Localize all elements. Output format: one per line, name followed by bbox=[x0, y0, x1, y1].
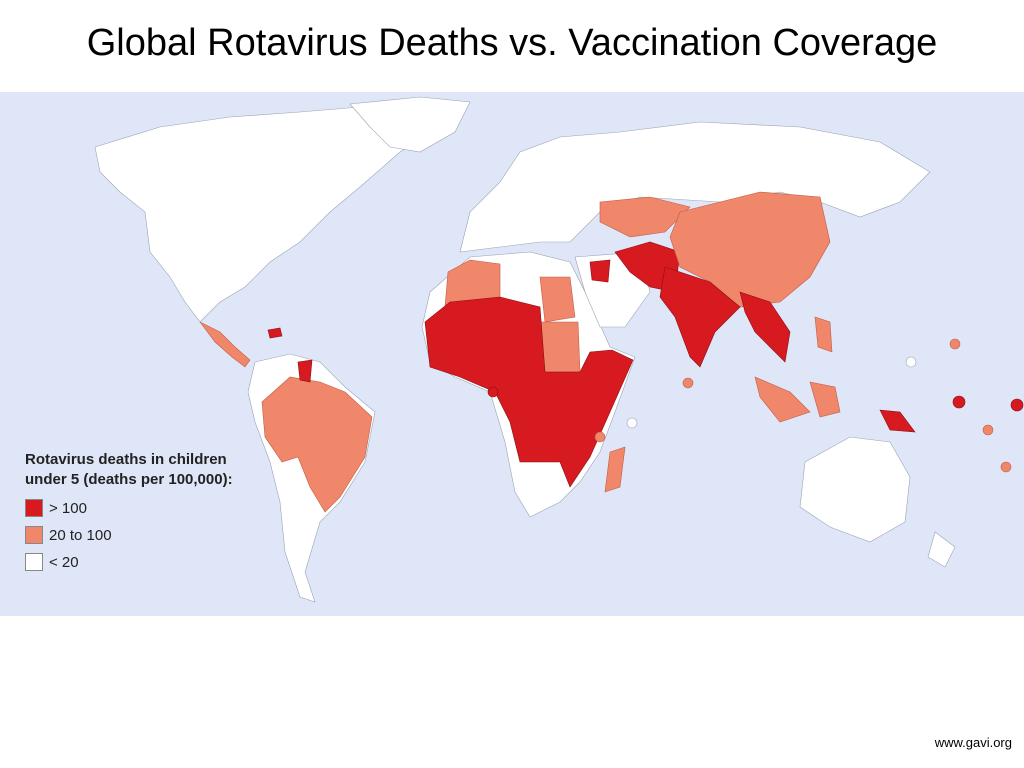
island bbox=[952, 395, 966, 409]
island bbox=[487, 386, 499, 398]
australia bbox=[799, 436, 911, 543]
map-svg bbox=[94, 96, 1024, 603]
indonesia bbox=[754, 316, 841, 423]
map-legend: Rotavirus deaths in children under 5 (de… bbox=[25, 450, 265, 571]
legend-label: < 20 bbox=[49, 553, 79, 571]
legend-swatch-low bbox=[25, 553, 43, 571]
europe-russia bbox=[459, 121, 931, 253]
southeast-asia-mainland bbox=[739, 291, 791, 363]
central-america bbox=[199, 321, 251, 368]
legend-title: Rotavirus deaths in children under 5 (de… bbox=[25, 451, 233, 488]
legend-label: > 100 bbox=[49, 499, 87, 517]
source-credit: www.gavi.org bbox=[934, 735, 1012, 750]
china bbox=[669, 191, 831, 308]
brazil-peru bbox=[261, 376, 373, 513]
legend-item-high: > 100 bbox=[25, 499, 265, 517]
legend-swatch-high bbox=[25, 499, 43, 517]
india bbox=[659, 266, 741, 368]
haiti bbox=[267, 327, 283, 339]
island bbox=[949, 338, 961, 350]
world-map bbox=[0, 92, 1024, 616]
island bbox=[905, 356, 917, 368]
island bbox=[1000, 461, 1012, 473]
island bbox=[594, 431, 606, 443]
island bbox=[626, 417, 638, 429]
island bbox=[1010, 398, 1024, 412]
madagascar bbox=[604, 446, 626, 493]
guyana bbox=[297, 359, 313, 383]
legend-label: 20 to 100 bbox=[49, 526, 112, 544]
island bbox=[982, 424, 994, 436]
legend-swatch-mid bbox=[25, 526, 43, 544]
papua-new-guinea bbox=[879, 409, 916, 433]
central-asia bbox=[599, 196, 691, 238]
legend-item-low: < 20 bbox=[25, 553, 265, 571]
new-zealand bbox=[927, 531, 956, 568]
greenland bbox=[349, 96, 471, 153]
slide-title: Global Rotavirus Deaths vs. Vaccination … bbox=[86, 22, 938, 64]
legend-item-mid: 20 to 100 bbox=[25, 526, 265, 544]
island bbox=[682, 377, 694, 389]
north-america bbox=[94, 106, 441, 323]
